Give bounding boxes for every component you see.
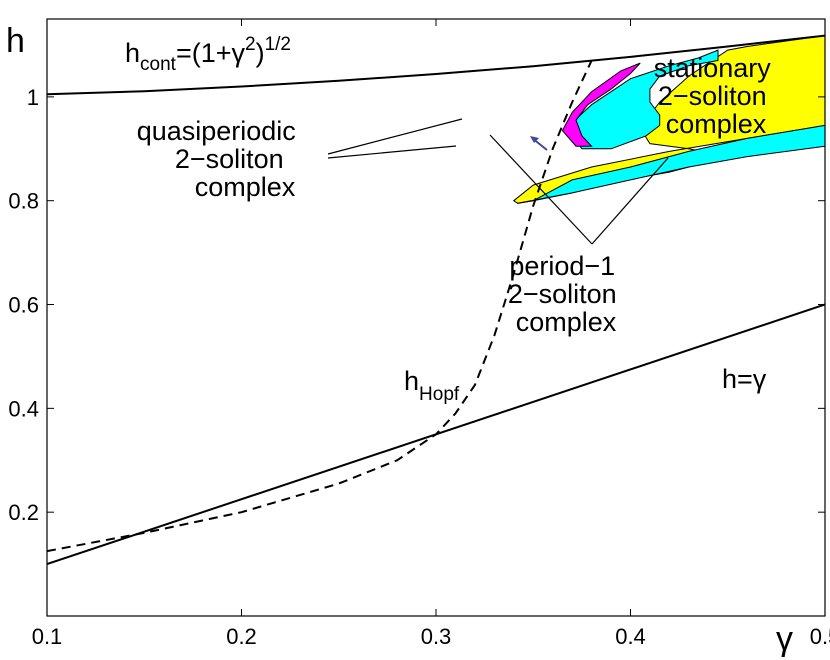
x-axis-title: γ [776,620,793,658]
hcont-sup2: 1/2 [265,34,291,55]
y-axis-title: h [6,22,25,60]
pointer-period1-right [591,157,669,245]
x-tick-label: 0.5 [810,624,830,649]
period1-line-2: 2−soliton [508,279,617,309]
annotation-hhopf: hHopf [404,366,460,405]
pointer-period1-left [489,134,593,245]
hcont-main: h [125,38,140,68]
x-tick-label: 0.3 [421,624,452,649]
period1-line-1: period−1 [509,251,615,281]
hhopf-sub: Hopf [419,384,460,405]
hcont-sub: cont [140,54,177,75]
y-axis-ticks: 0.2 0.4 0.6 0.8 1 [8,85,825,525]
stationary-line-1: stationary [654,53,772,83]
y-tick-label: 0.2 [8,500,39,525]
region-3 [561,62,641,147]
regions-layer [512,35,825,204]
hhopf-main: h [404,366,419,396]
quasiperiodic-line-2: 2−soliton [175,144,284,174]
arrow-marker [530,136,548,151]
x-tick-label: 0.2 [226,624,257,649]
series-layer [47,34,825,566]
x-tick-label: 0.4 [615,624,646,649]
region-1 [565,49,719,150]
annotation-quasiperiodic: quasiperiodic 2−soliton complex [137,116,304,202]
quasiperiodic-line-3: complex [195,172,296,202]
hcont-rest2: ) [256,38,265,68]
hcont-sup: 2 [245,34,256,55]
pointer-quasiperiodic-upper [327,118,463,155]
annotation-hcont: hcont=(1+γ2)1/2 [125,34,291,75]
pointer-quasiperiodic-lower [327,145,457,159]
hcont-rest: =(1+γ [176,38,246,68]
period1-line-3: complex [516,307,617,337]
x-tick-label: 0.1 [32,624,63,649]
annotation-pointers [327,118,669,245]
series-line-1 [47,34,825,96]
y-tick-label: 0.4 [8,396,39,421]
annotation-period1: period−1 2−soliton complex [508,251,624,337]
y-tick-label: 0.6 [8,293,39,318]
annotation-hgamma: h=γ [722,364,767,394]
stationary-line-3: complex [666,109,767,139]
series-line-2 [47,60,593,553]
x-axis-ticks: 0.1 0.2 0.3 0.4 0.5 [32,19,830,649]
annotation-stationary: stationary 2−soliton complex [654,53,779,139]
y-tick-label: 0.8 [8,189,39,214]
y-tick-label: 1 [27,85,39,110]
region-2 [517,124,825,204]
stationary-line-2: 2−soliton [658,81,767,111]
quasiperiodic-line-1: quasiperiodic [137,116,296,146]
